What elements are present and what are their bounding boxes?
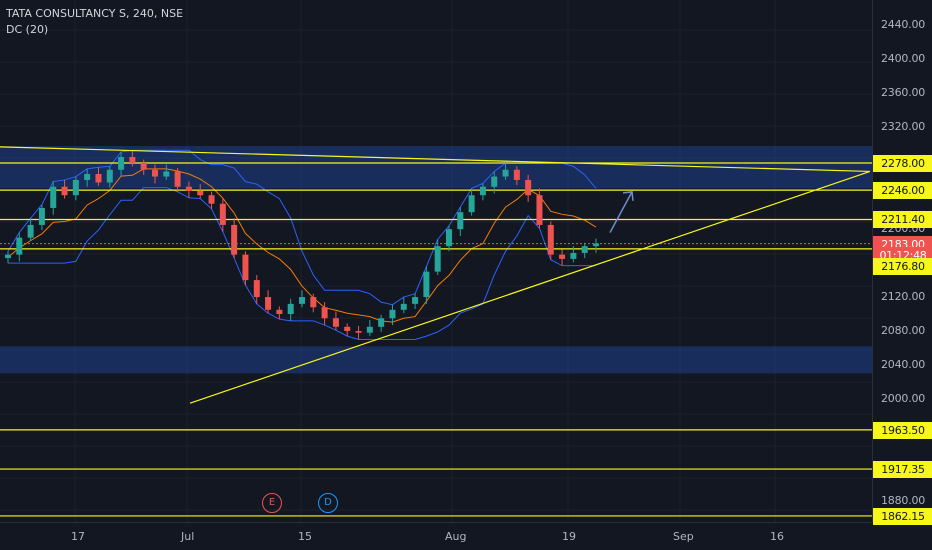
candle-body bbox=[559, 254, 566, 259]
plot-area[interactable]: TATA CONSULTANCY S, 240, NSE DC (20) E D bbox=[0, 0, 872, 522]
candle-body bbox=[5, 254, 11, 259]
price-tick-label: 2360.00 bbox=[881, 86, 926, 100]
candle-body bbox=[525, 179, 532, 196]
candle-body bbox=[434, 246, 441, 272]
candle-body bbox=[231, 224, 238, 255]
price-level-label: 1862.15 bbox=[873, 507, 932, 525]
candle-body bbox=[287, 303, 294, 315]
price-tick-label: 2080.00 bbox=[881, 324, 926, 338]
descending-trendline bbox=[0, 146, 871, 173]
candle-body bbox=[378, 318, 385, 327]
candle-body bbox=[16, 237, 23, 255]
time-tick-label: Sep bbox=[673, 530, 694, 543]
candle-body bbox=[344, 326, 351, 332]
candle-body bbox=[276, 309, 283, 315]
price-level-label: 1917.35 bbox=[873, 461, 932, 479]
time-tick-label: 16 bbox=[770, 530, 784, 543]
price-level-label: 1963.50 bbox=[873, 421, 932, 439]
candle-body bbox=[242, 254, 249, 281]
candle-body bbox=[547, 224, 554, 255]
candle-body bbox=[423, 271, 430, 298]
donchian-lower-band bbox=[8, 187, 596, 341]
price-tick-label: 2120.00 bbox=[881, 290, 926, 304]
time-tick-label: 19 bbox=[562, 530, 576, 543]
candle-body bbox=[593, 243, 599, 247]
candle-body bbox=[468, 195, 475, 213]
candle-body bbox=[491, 176, 498, 187]
donchian-upper-band bbox=[7, 149, 597, 306]
price-level-label: 2176.80 bbox=[873, 257, 932, 275]
candle-body bbox=[118, 157, 125, 170]
earnings-event-icon[interactable]: E bbox=[262, 493, 282, 513]
candle-body bbox=[581, 246, 588, 253]
candle-body bbox=[84, 174, 91, 180]
arrow-head-icon bbox=[622, 190, 634, 201]
candle-body bbox=[61, 186, 68, 196]
time-tick-label: 15 bbox=[298, 530, 312, 543]
price-level-label: 2246.00 bbox=[873, 182, 932, 200]
candle-body bbox=[366, 326, 373, 333]
price-tick-label: 2000.00 bbox=[881, 391, 926, 405]
candle-body bbox=[332, 318, 339, 327]
candle-body bbox=[502, 169, 509, 177]
candle-body bbox=[50, 186, 57, 208]
price-tick-label: 2400.00 bbox=[881, 52, 926, 66]
candle-body bbox=[163, 171, 170, 177]
candle-body bbox=[38, 207, 45, 225]
candle-body bbox=[457, 212, 464, 230]
candle-body bbox=[389, 309, 396, 319]
up-arrow-icon bbox=[609, 191, 633, 233]
candles bbox=[5, 150, 599, 340]
price-level-label: 2211.40 bbox=[873, 211, 932, 229]
candle-body bbox=[185, 186, 192, 191]
candle-body bbox=[140, 162, 147, 170]
candle-body bbox=[265, 297, 272, 310]
annotations[interactable] bbox=[609, 190, 634, 233]
price-tick-label: 2040.00 bbox=[881, 357, 926, 371]
candle-body bbox=[310, 297, 317, 308]
candle-body bbox=[479, 186, 486, 196]
price-tick-label: 2320.00 bbox=[881, 120, 926, 134]
candle-body bbox=[152, 169, 158, 177]
indicator-label[interactable]: DC (20) bbox=[6, 23, 49, 36]
candle-body bbox=[174, 171, 181, 187]
ascending-trendline bbox=[189, 170, 871, 404]
time-tick-label: Jul bbox=[181, 530, 195, 543]
candle-body bbox=[129, 157, 136, 163]
candle-body bbox=[412, 297, 419, 304]
donchian-middle-band bbox=[7, 168, 597, 323]
dividend-event-icon[interactable]: D bbox=[318, 493, 338, 513]
support-resistance-zones bbox=[0, 145, 872, 374]
time-axis[interactable]: 17 Jul 15 Aug 19 Sep 16 bbox=[0, 522, 872, 550]
candle-body bbox=[72, 179, 79, 196]
candle-body bbox=[446, 229, 452, 247]
chart-legend[interactable]: TATA CONSULTANCY S, 240, NSE DC (20) bbox=[6, 6, 183, 38]
symbol-title[interactable]: TATA CONSULTANCY S, 240, NSE bbox=[6, 7, 184, 20]
price-tick-label: 2440.00 bbox=[881, 18, 926, 32]
candle-body bbox=[27, 224, 34, 238]
time-tick-label: Aug bbox=[445, 530, 467, 543]
candle-body bbox=[513, 169, 520, 180]
time-tick-label: 17 bbox=[71, 530, 85, 543]
price-zone bbox=[0, 346, 872, 374]
candle-body bbox=[355, 331, 362, 333]
candle-body bbox=[536, 195, 543, 225]
price-tick-label: 1880.00 bbox=[881, 493, 926, 507]
candle-body bbox=[95, 174, 102, 183]
candle-body bbox=[106, 169, 113, 183]
price-level-label: 2278.00 bbox=[873, 154, 932, 172]
candle-body bbox=[570, 252, 577, 259]
price-chart[interactable] bbox=[0, 0, 872, 522]
candle-body bbox=[321, 307, 328, 319]
candle-body bbox=[197, 190, 204, 196]
candle-body bbox=[253, 280, 260, 298]
candle-body bbox=[400, 303, 407, 310]
candle-body bbox=[208, 195, 215, 204]
candle-body bbox=[299, 297, 305, 304]
candle-body bbox=[219, 203, 226, 225]
price-axis[interactable]: 2440.00 2400.00 2360.00 2320.00 2200.00 2120.… bbox=[872, 0, 932, 525]
trendlines[interactable] bbox=[0, 146, 871, 404]
